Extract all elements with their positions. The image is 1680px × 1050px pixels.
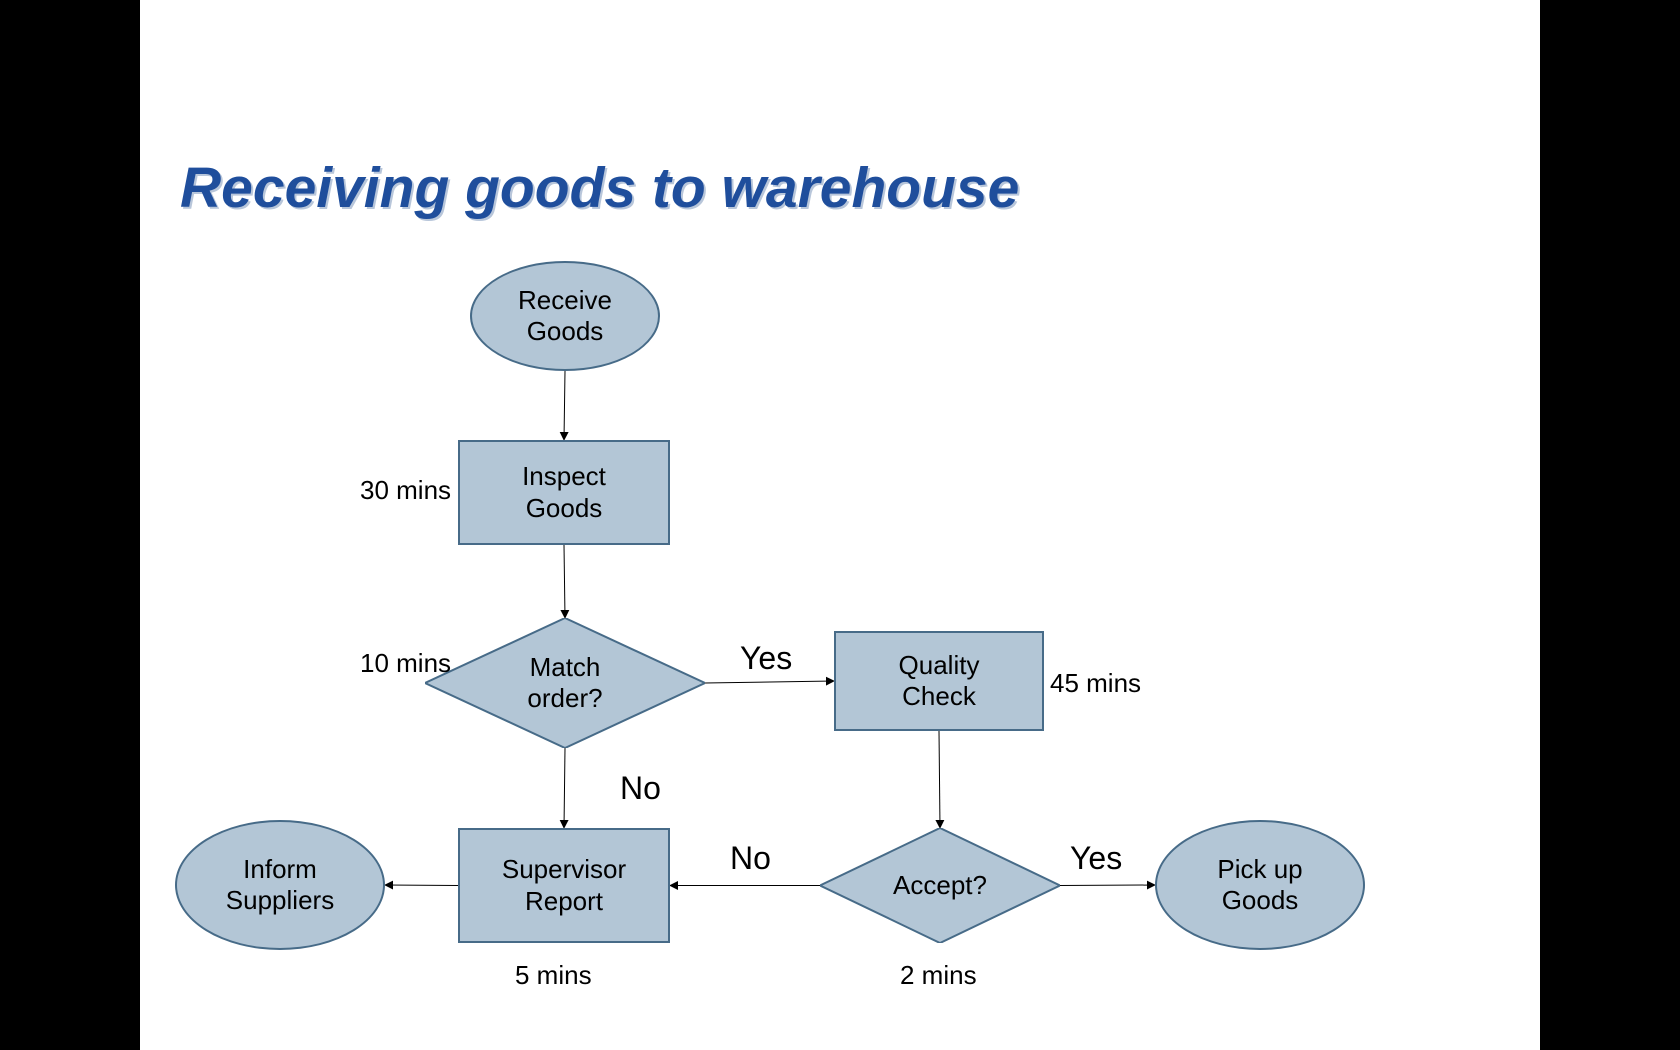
time-label-accept: 2 mins bbox=[900, 960, 977, 991]
edge-match-supervisor bbox=[564, 748, 565, 828]
edge-receive-inspect bbox=[564, 371, 565, 440]
node-inspect-label: Inspect Goods bbox=[522, 461, 606, 523]
edge-match-quality bbox=[705, 681, 834, 683]
edge-label-accept-pickup: Yes bbox=[1070, 840, 1122, 877]
slide-title: Receiving goods to warehouse bbox=[180, 155, 1019, 221]
node-receive: Receive Goods bbox=[470, 261, 660, 371]
edge-supervisor-inform bbox=[385, 885, 458, 886]
node-quality-label: Quality Check bbox=[899, 650, 980, 712]
node-inform-label: Inform Suppliers bbox=[226, 854, 334, 916]
node-inspect: Inspect Goods bbox=[458, 440, 670, 545]
node-accept-label: Accept? bbox=[893, 870, 987, 901]
node-supervisor: Supervisor Report bbox=[458, 828, 670, 943]
node-quality: Quality Check bbox=[834, 631, 1044, 731]
time-label-supervisor: 5 mins bbox=[515, 960, 592, 991]
edge-label-accept-supervisor: No bbox=[730, 840, 771, 877]
time-label-quality: 45 mins bbox=[1050, 668, 1141, 699]
edge-label-match-quality: Yes bbox=[740, 640, 792, 677]
edge-accept-pickup bbox=[1060, 885, 1155, 886]
node-accept: Accept? bbox=[820, 828, 1060, 943]
node-receive-label: Receive Goods bbox=[518, 285, 612, 347]
node-inform: Inform Suppliers bbox=[175, 820, 385, 950]
node-supervisor-label: Supervisor Report bbox=[502, 854, 626, 916]
edge-inspect-match bbox=[564, 545, 565, 618]
time-label-inspect: 30 mins bbox=[360, 475, 451, 506]
node-match: Match order? bbox=[425, 618, 705, 748]
slide-canvas: Receiving goods to warehouse Receive Goo… bbox=[140, 0, 1540, 1050]
edge-label-match-supervisor: No bbox=[620, 770, 661, 807]
node-pickup: Pick up Goods bbox=[1155, 820, 1365, 950]
node-pickup-label: Pick up Goods bbox=[1217, 854, 1302, 916]
edge-quality-accept bbox=[939, 731, 940, 828]
node-match-label: Match order? bbox=[527, 652, 602, 714]
time-label-match: 10 mins bbox=[360, 648, 451, 679]
